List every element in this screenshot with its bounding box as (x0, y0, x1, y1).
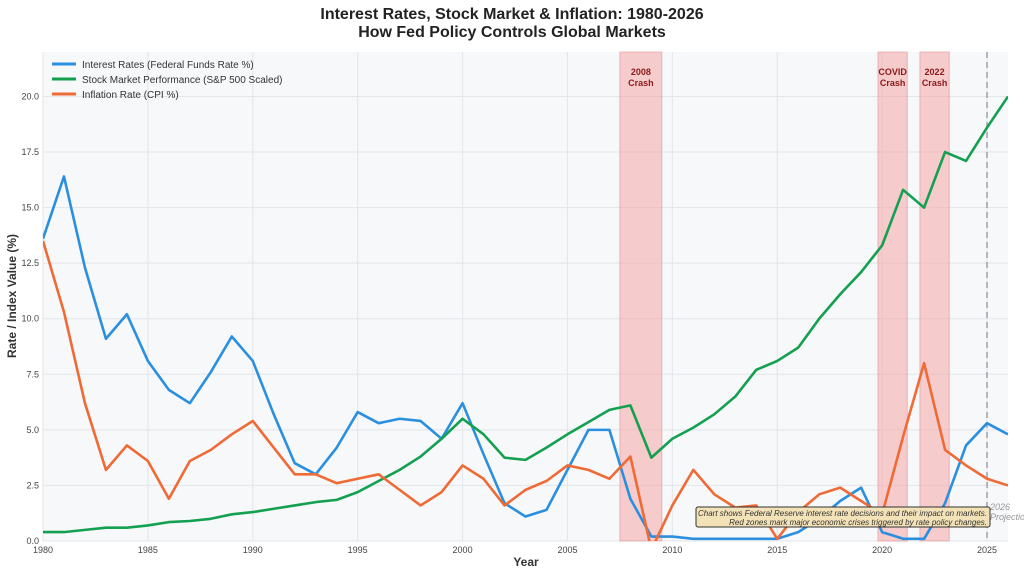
y-tick-label: 12.5 (21, 258, 39, 268)
crisis-zone (919, 51, 950, 542)
plot-area (43, 52, 1008, 541)
y-axis-label: Rate / Index Value (%) (5, 234, 19, 358)
crisis-label: Crash (628, 78, 654, 88)
interest-rate-line (43, 175, 1008, 541)
stock-market-line (43, 95, 1008, 534)
crisis-label: Crash (922, 78, 948, 88)
x-tick-label: 2000 (453, 545, 473, 555)
x-tick-label: 2015 (767, 545, 787, 555)
y-tick-label: 0.0 (26, 536, 39, 546)
projection-label-line2: Projection (990, 512, 1024, 522)
x-tick-label: 2010 (662, 545, 682, 555)
chart-title: Interest Rates, Stock Market & Inflation… (320, 6, 703, 23)
x-tick-label: 1985 (138, 545, 158, 555)
legend-label-inflation: Inflation Rate (CPI %) (82, 90, 179, 101)
legend-label-interest: Interest Rates (Federal Funds Rate %) (82, 60, 254, 71)
crisis-label: Crash (880, 78, 906, 88)
y-tick-label: 2.5 (26, 480, 39, 490)
x-tick-label: 1980 (33, 545, 53, 555)
x-tick-label: 2005 (557, 545, 577, 555)
legend: Interest Rates (Federal Funds Rate %) St… (52, 60, 282, 101)
y-tick-label: 10.0 (21, 314, 39, 324)
series-lines (43, 95, 1008, 541)
y-tick-label: 17.5 (21, 147, 39, 157)
crisis-label: 2008 (631, 67, 651, 77)
annotation-line1: Chart shows Federal Reserve interest rat… (698, 509, 987, 518)
y-tick-label: 20.0 (21, 91, 39, 101)
grid (42, 52, 1008, 542)
inflation-line (43, 240, 1008, 541)
chart-subtitle: How Fed Policy Controls Global Markets (358, 24, 666, 41)
crisis-zone (877, 51, 908, 542)
y-tick-label: 7.5 (26, 369, 39, 379)
x-tick-label: 1990 (243, 545, 263, 555)
x-tick-label: 2020 (872, 545, 892, 555)
y-tick-label: 5.0 (26, 425, 39, 435)
crisis-label: 2022 (925, 67, 945, 77)
legend-label-stock: Stock Market Performance (S&P 500 Scaled… (82, 75, 282, 86)
axis-ticks: 1980 1985 1990 1995 2000 2005 2010 2015 2020 2025… (21, 91, 997, 555)
x-tick-label: 2025 (977, 545, 997, 555)
annotation-box: Chart shows Federal Reserve interest rat… (695, 506, 991, 528)
crisis-label: COVID (878, 67, 907, 77)
x-tick-label: 1995 (348, 545, 368, 555)
projection-label: 2026 Projection (989, 502, 1024, 522)
y-tick-label: 15.0 (21, 203, 39, 213)
x-axis-label: Year (513, 555, 539, 569)
crisis-zone (619, 51, 663, 542)
annotation-line2: Red zones mark major economic crises tri… (729, 518, 987, 527)
projection-label-line1: 2026 (989, 502, 1010, 512)
